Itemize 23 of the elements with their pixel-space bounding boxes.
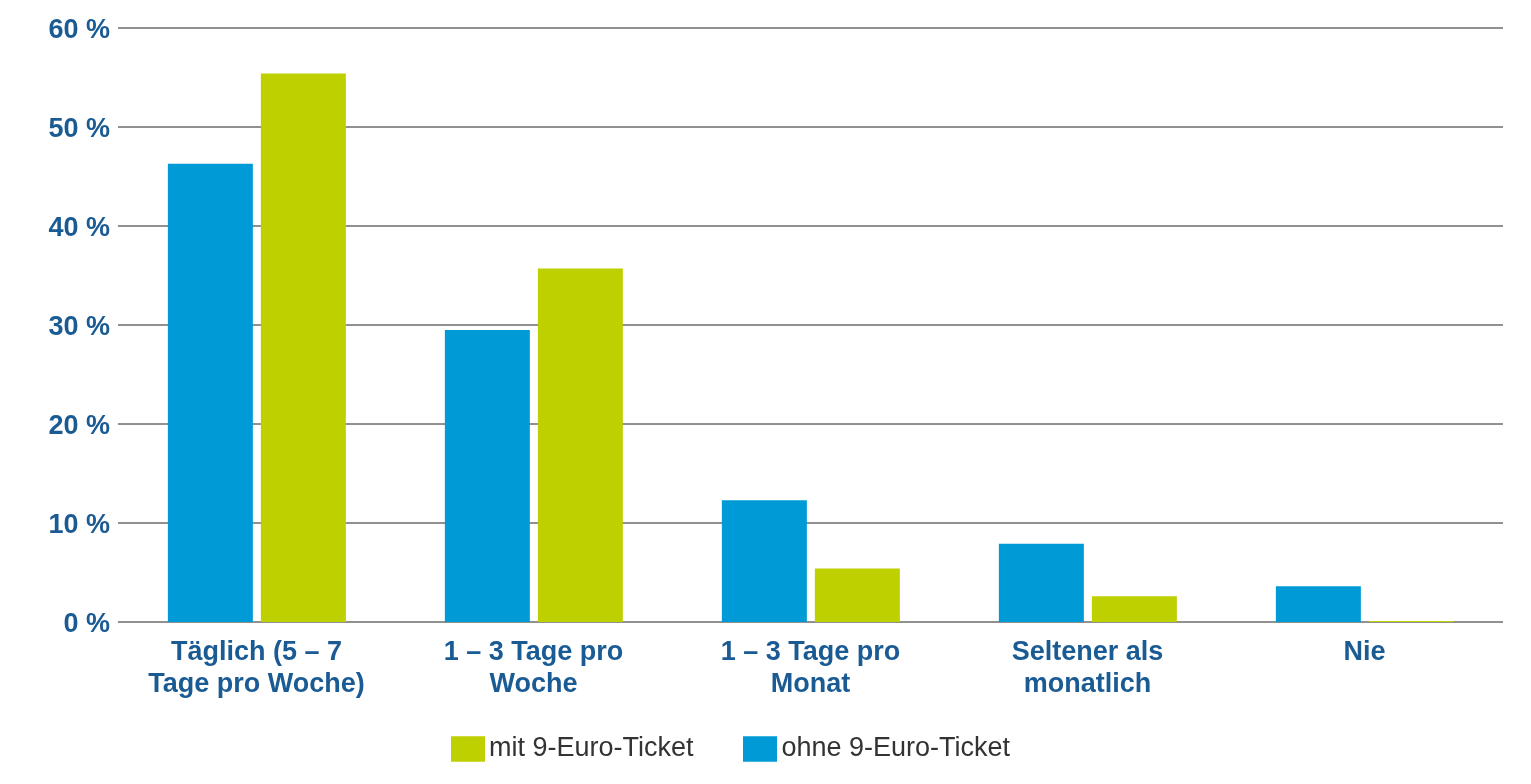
bar <box>1091 596 1177 622</box>
bar <box>444 329 530 622</box>
y-tick-label: 50 % <box>48 112 110 143</box>
y-tick-label: 0 % <box>63 607 110 638</box>
legend-label: ohne 9-Euro-Ticket <box>781 732 1011 763</box>
bar <box>998 543 1084 622</box>
bar <box>814 568 900 622</box>
x-tick-label: 1 – 3 Tage pro Woche <box>443 636 624 698</box>
y-tick-label: 60 % <box>48 13 110 44</box>
y-tick-label: 20 % <box>48 409 110 440</box>
x-tick-label: 1 – 3 Tage pro Monat <box>720 636 901 698</box>
legend-label: mit 9-Euro-Ticket <box>488 732 694 763</box>
y-tick-label: 30 % <box>48 310 110 341</box>
x-tick-label: Täglich (5 – 7 Tage pro Woche) <box>148 636 365 698</box>
bar <box>721 500 807 622</box>
x-tick-label: Seltener als monatlich <box>1011 636 1164 698</box>
bar <box>1275 586 1361 622</box>
bar <box>537 268 623 622</box>
x-tick-label: Nie <box>1343 636 1386 666</box>
bar <box>260 73 346 622</box>
y-tick-label: 10 % <box>48 508 110 539</box>
y-tick-label: 40 % <box>48 211 110 242</box>
bar <box>167 163 253 622</box>
